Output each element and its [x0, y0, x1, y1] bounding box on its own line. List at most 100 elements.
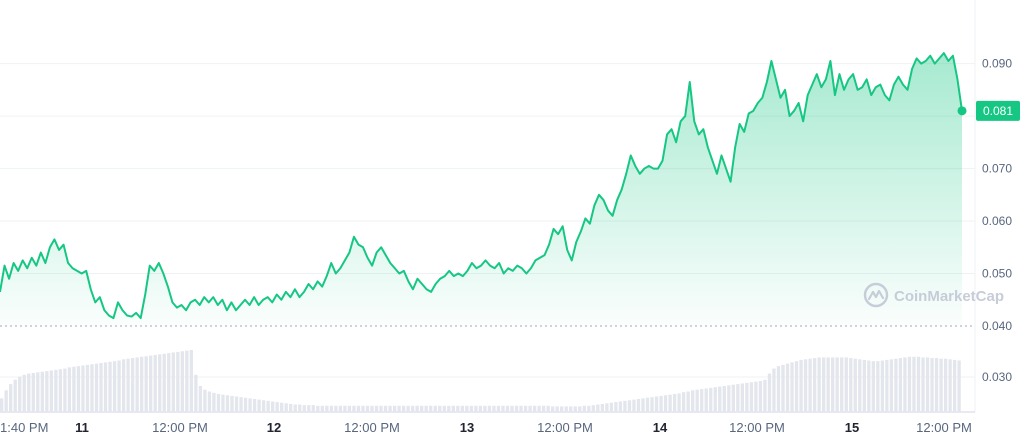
- volume-bar: [799, 359, 803, 412]
- volume-bar: [731, 384, 735, 412]
- price-tick-label: 0.070: [982, 162, 1012, 176]
- coinmarketcap-logo-icon: [863, 282, 889, 308]
- volume-bar: [528, 405, 532, 412]
- volume-bar: [885, 359, 889, 412]
- volume-bar: [709, 387, 713, 412]
- volume-bar: [374, 405, 379, 412]
- volume-bar: [72, 366, 76, 412]
- volume-bar: [121, 359, 126, 412]
- price-line: [0, 52, 963, 320]
- volume-bar: [840, 357, 844, 412]
- volume-bar: [718, 386, 722, 412]
- volume-bar: [645, 397, 650, 412]
- volume-bar: [541, 405, 546, 412]
- volume-bar: [347, 405, 352, 412]
- volume-bar: [270, 401, 275, 412]
- volume-bar: [144, 356, 148, 412]
- time-axis: 1:40 PM 11 12:00 PM 12 12:00 PM 13 12:00 PM 14 1…: [0, 420, 972, 435]
- volume-bar: [700, 389, 704, 412]
- volume-bar: [307, 405, 311, 412]
- day-label: 15: [845, 420, 859, 435]
- volume-bar: [749, 382, 754, 412]
- volume-bar: [365, 405, 370, 412]
- volume-bar: [790, 362, 794, 412]
- volume-bar: [266, 400, 270, 412]
- volume-bar: [352, 405, 356, 412]
- volume-bar: [889, 359, 894, 412]
- volume-bar: [654, 396, 659, 412]
- volume-bar: [158, 354, 162, 412]
- last-price-badge: [976, 100, 1020, 121]
- volume-bars: [0, 350, 961, 412]
- volume-bar: [108, 361, 112, 412]
- volume-bar: [519, 405, 523, 412]
- volume-bar: [632, 399, 636, 412]
- volume-bar: [591, 405, 595, 412]
- volume-bar: [826, 357, 830, 412]
- watermark-text: CoinMarketCap: [894, 288, 1004, 305]
- day-label: 13: [460, 420, 474, 435]
- volume-bar: [212, 392, 216, 412]
- volume-bar: [600, 403, 605, 412]
- volume-bar: [691, 390, 695, 412]
- volume-bar: [13, 379, 17, 412]
- volume-bar: [415, 405, 419, 412]
- volume-bar: [623, 400, 627, 412]
- volume-bar: [618, 401, 623, 412]
- volume-bar: [293, 404, 297, 412]
- volume-bar: [469, 405, 474, 412]
- volume-bar: [650, 397, 654, 412]
- volume-bar: [939, 358, 943, 412]
- time-label: 12:00 PM: [537, 420, 593, 435]
- volume-bar: [230, 395, 234, 412]
- volume-bar: [862, 359, 866, 412]
- volume-bar: [663, 395, 668, 412]
- volume-bar: [180, 351, 184, 412]
- volume-bar: [189, 350, 194, 412]
- volume-bar: [754, 381, 758, 412]
- volume-bar: [758, 381, 763, 412]
- volume-bar: [659, 395, 663, 412]
- volume-bar: [316, 405, 320, 412]
- volume-bar: [943, 358, 948, 412]
- volume-bar: [605, 403, 609, 412]
- volume-bar: [185, 350, 189, 412]
- volume-bar: [957, 360, 961, 412]
- volume-bar: [442, 405, 446, 412]
- volume-bar: [921, 357, 925, 412]
- volume-bar: [0, 398, 4, 412]
- volume-bar: [370, 405, 374, 412]
- volume-bar: [460, 405, 464, 412]
- coinmarketcap-watermark: CoinMarketCap: [863, 282, 1004, 308]
- volume-bar: [551, 406, 555, 412]
- volume-bar: [587, 405, 591, 412]
- price-line-group: [0, 52, 963, 320]
- volume-bar: [849, 358, 853, 412]
- volume-bar: [334, 405, 338, 412]
- time-label: 12:00 PM: [916, 420, 972, 435]
- volume-bar: [609, 402, 614, 412]
- volume-bar: [31, 372, 35, 412]
- volume-bar: [537, 405, 541, 412]
- volume-bar: [252, 398, 257, 412]
- volume-bar: [45, 371, 49, 412]
- volume-bar: [821, 357, 826, 412]
- volume-bar: [677, 393, 681, 412]
- volume-bar: [36, 372, 40, 412]
- volume-bar: [483, 405, 487, 412]
- day-label: 11: [75, 420, 89, 435]
- price-tick-label: 0.040: [982, 319, 1012, 333]
- volume-bar: [243, 397, 248, 412]
- volume-bar: [90, 364, 94, 412]
- volume-bar: [794, 361, 799, 412]
- volume-bar: [831, 357, 835, 412]
- volume-bar: [361, 405, 365, 412]
- volume-bar: [329, 405, 334, 412]
- price-area-fill: [0, 53, 962, 327]
- volume-bar: [713, 387, 717, 412]
- volume-bar: [925, 357, 930, 412]
- volume-bar: [203, 389, 207, 412]
- volume-bar: [284, 403, 288, 412]
- volume-bar: [58, 369, 63, 412]
